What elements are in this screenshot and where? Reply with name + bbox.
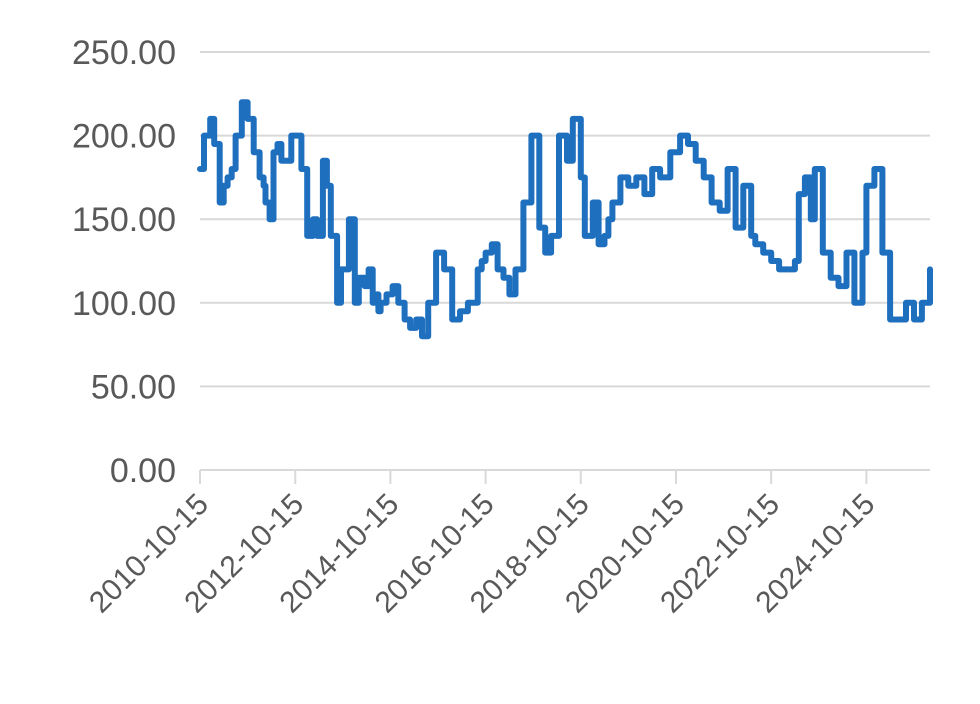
x-axis: 2010-10-152012-10-152014-10-152016-10-15… [83,469,930,619]
series-layer [197,99,933,340]
y-tick-label: 200.00 [72,118,176,156]
y-tick-label: 50.00 [91,368,176,406]
y-tick-label: 0.00 [110,452,176,490]
y-tick-label: 150.00 [72,201,176,239]
y-tick-label: 250.00 [72,34,176,72]
series-line [197,99,933,340]
y-axis-labels: 0.00 50.00 100.00 150.00 200.00 250.00 [72,34,176,490]
y-tick-label: 100.00 [72,285,176,323]
